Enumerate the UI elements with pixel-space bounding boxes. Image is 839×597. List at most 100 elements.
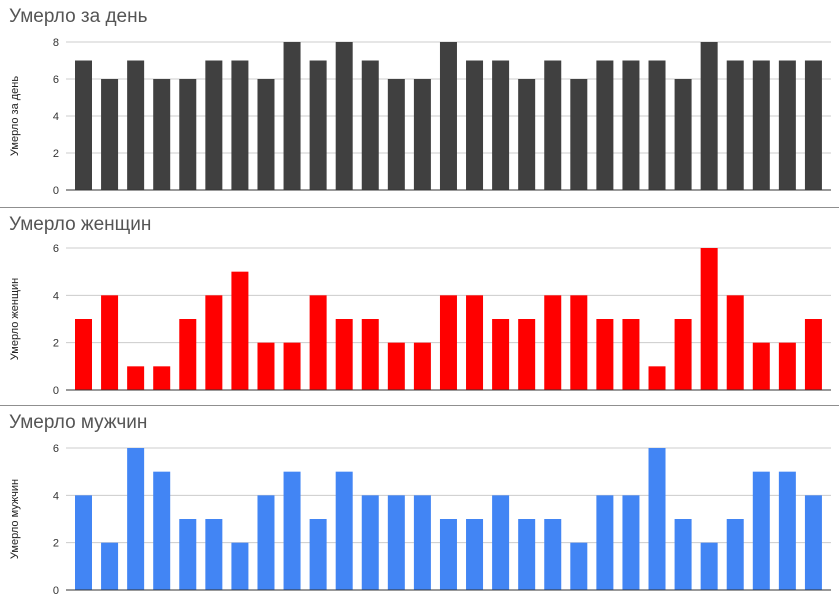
bar [153,366,171,390]
y-tick-label: 8 [53,37,59,49]
bar [283,471,301,590]
bar [283,42,301,190]
bar [492,60,510,190]
bar [700,42,718,190]
bar [726,60,744,190]
bar [257,495,275,590]
bar [804,495,822,590]
bar [75,495,92,590]
bar [596,319,614,390]
bar [674,79,692,190]
y-tick-label: 4 [53,111,59,123]
bar [153,79,171,190]
bar [387,79,405,190]
chart-deaths-per-day: Умерло за день 0 2 4 6 8 Умерло за день [0,0,839,206]
y-tick-label: 2 [53,338,59,350]
bar [492,495,510,590]
bar [622,495,640,590]
chart-deaths-women: Умерло женщин 0 2 4 6 Умерло женщин [0,208,839,406]
bar [700,542,718,590]
bar [700,248,718,390]
chart-svg: 0 2 4 6 Умерло мужчин [9,443,831,597]
bar [778,342,796,390]
bar [752,471,770,590]
bar [75,319,92,390]
bar [518,79,536,190]
y-axis-label: Умерло мужчин [9,479,21,559]
y-tick-label: 2 [53,148,59,160]
bar [231,271,249,390]
y-axis-label: Умерло женщин [9,278,21,360]
bar [804,319,822,390]
bar [101,295,119,390]
chart-svg: 0 2 4 6 Умерло женщин [9,243,831,397]
bar [518,519,536,590]
bar [726,295,744,390]
bar [648,366,666,390]
chart-divider [0,405,839,406]
bar [804,60,822,190]
bar [127,448,145,590]
bar [413,495,431,590]
bar [778,60,796,190]
bar [205,519,223,590]
y-tick-label: 6 [53,243,59,255]
bar [622,60,640,190]
bar [309,519,327,590]
bar [335,471,353,590]
bar [309,295,327,390]
bar [231,60,249,190]
bar [75,60,92,190]
bar [387,342,405,390]
bar [413,342,431,390]
y-tick-label: 6 [53,74,59,86]
bar [726,519,744,590]
y-tick-label: 6 [53,443,59,455]
bar [622,319,640,390]
bar [257,342,275,390]
bar [752,60,770,190]
bar [439,295,457,390]
bar [257,79,275,190]
bar [518,319,536,390]
chart-svg: 0 2 4 6 8 Умерло за день [9,37,831,197]
chart-title: Умерло женщин [9,214,152,235]
bar [127,60,145,190]
bar [674,519,692,590]
bar [466,60,484,190]
bar [544,519,562,590]
bar [361,319,379,390]
bar [205,295,223,390]
bar [335,42,353,190]
bar [648,60,666,190]
bar [439,519,457,590]
y-tick-label: 0 [53,585,59,597]
bar [361,60,379,190]
y-axis-label: Умерло за день [9,76,21,156]
bar [544,295,562,390]
bar [778,471,796,590]
bar [387,495,405,590]
bar [101,542,119,590]
bar [153,471,171,590]
bar [570,295,588,390]
bar [752,342,770,390]
bar [361,495,379,590]
bar [309,60,327,190]
bar [596,495,614,590]
bar [544,60,562,190]
bar [179,79,197,190]
bar [101,79,119,190]
bar [570,542,588,590]
bar [596,60,614,190]
y-tick-label: 0 [53,185,59,197]
bar [231,542,249,590]
chart-title: Умерло за день [9,6,148,27]
bar [283,342,301,390]
chart-divider [0,207,839,208]
chart-title: Умерло мужчин [9,412,148,433]
bar [466,519,484,590]
bar [179,319,197,390]
y-tick-label: 4 [53,290,59,302]
bar [127,366,145,390]
